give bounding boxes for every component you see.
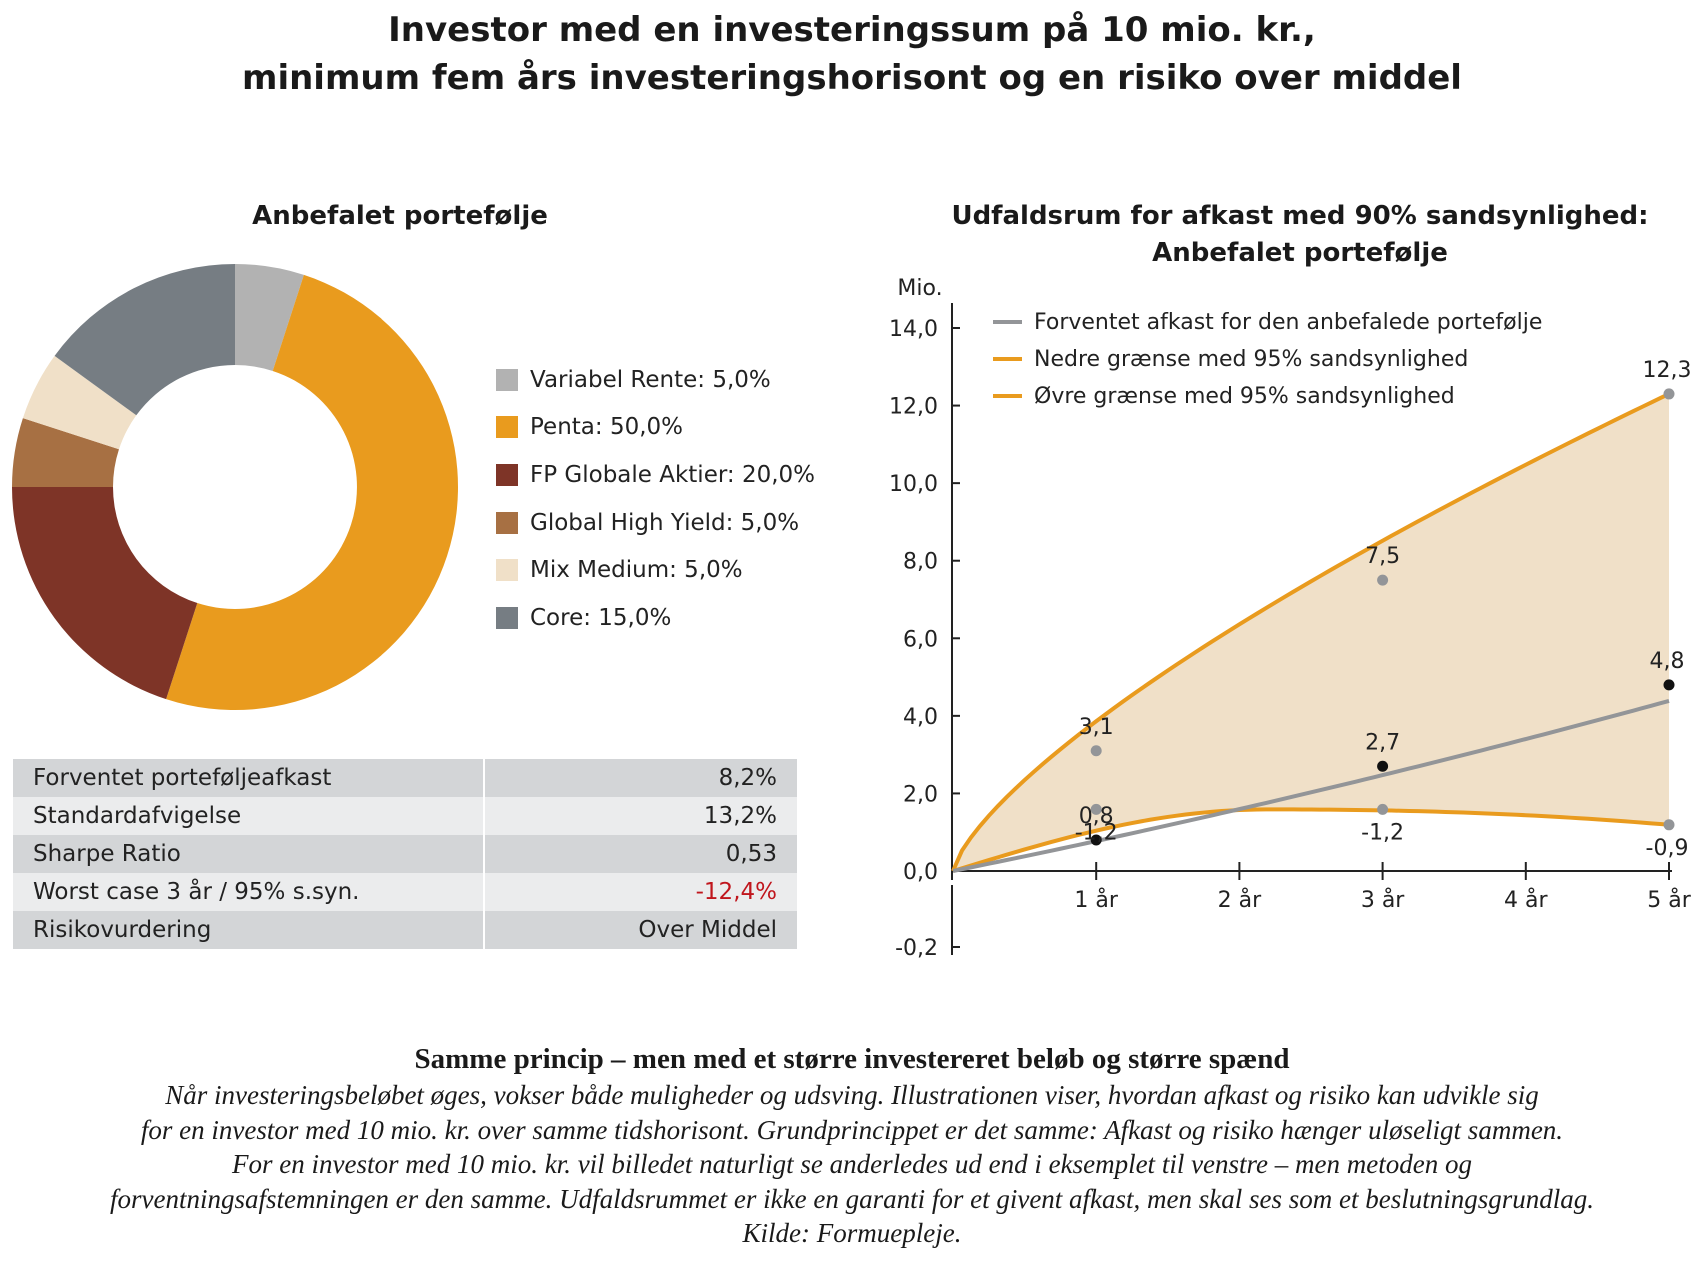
expected-return-point — [1090, 834, 1102, 846]
legend-swatch — [496, 463, 518, 486]
stat-label: Standardafvigelse — [13, 797, 485, 835]
legend-label: Core: 15,0% — [530, 604, 672, 631]
lower-bound-point — [1663, 819, 1675, 831]
footer-source: Kilde: Formuepleje. — [742, 1218, 962, 1248]
expected-return-label: 4,8 — [1650, 649, 1685, 674]
lower-bound-point — [1377, 803, 1389, 815]
legend-swatch — [496, 606, 518, 629]
lower-bound-label: -1,2 — [1075, 820, 1118, 845]
lower-bound-line — [952, 807, 1670, 873]
donut-slice-fp-globale-aktier — [12, 487, 198, 700]
stat-value: Over Middel — [484, 911, 797, 949]
x-tick-label: 4 år — [1504, 887, 1548, 913]
stat-value: -12,4% — [484, 873, 797, 911]
main-title-line-1: Investor med en investeringssum på 10 mi… — [388, 10, 1316, 50]
upper-bound-label: 7,5 — [1365, 544, 1400, 569]
upper-bound-point — [1090, 745, 1102, 757]
legend-item-penta: Penta: 50,0% — [496, 404, 815, 452]
x-tick-label: 1 år — [1074, 887, 1118, 913]
area-chart: 14,0 12,0 10,0 8,0 6,0 4,0 2,0 0,0 -0,2 Mio. 1 år 2… — [889, 276, 1692, 961]
x-tick-label: 5 år — [1647, 887, 1691, 913]
donut-chart-title: Anbefalet portefølje — [252, 201, 548, 231]
donut-slice-variabel-rente — [235, 264, 304, 371]
stat-label: Worst case 3 år / 95% s.syn. — [13, 873, 485, 911]
table-row: Forventet porteføljeafkast 8,2% — [13, 759, 797, 797]
donut-legend: Variabel Rente: 5,0% Penta: 50,0% FP Glo… — [496, 356, 815, 642]
line-chart-title-line-1: Udfaldsrum for afkast med 90% sandsynlig… — [951, 201, 1649, 231]
confidence-band — [953, 393, 1669, 871]
footer-title: Samme princip – men med et større invest… — [414, 1043, 1290, 1075]
legend-item-core: Core: 15,0% — [496, 594, 815, 642]
y-tick-label: 12,0 — [889, 395, 938, 420]
line-chart-title: Udfaldsrum for afkast med 90% sandsynlig… — [930, 198, 1670, 272]
line-chart-title-line-2: Anbefalet portefølje — [1152, 238, 1448, 268]
expected-return-label: 2,7 — [1365, 730, 1400, 755]
lower-bound-label: -0,9 — [1646, 836, 1689, 861]
expected-return-label: 0,8 — [1079, 804, 1114, 829]
upper-bound-point — [1377, 574, 1389, 586]
x-tick-label: 3 år — [1361, 887, 1405, 913]
y-tick-label: 14,0 — [889, 317, 938, 342]
upper-bound-label: 3,1 — [1079, 715, 1114, 740]
y-axis-label: Mio. — [897, 276, 942, 301]
x-tick-label: 2 år — [1218, 887, 1262, 913]
y-tick-label: 10,0 — [889, 472, 938, 497]
donut-slice-penta — [166, 274, 459, 710]
legend-item-mix-medium: Mix Medium: 5,0% — [496, 546, 815, 594]
footer-line: forventningsafstemningen er den samme. U… — [109, 1183, 1595, 1214]
stat-label: Sharpe Ratio — [13, 835, 485, 873]
legend-label: Øvre grænse med 95% sandsynlighed — [1034, 384, 1455, 409]
legend-swatch — [496, 511, 518, 534]
legend-item-variabel-rente: Variabel Rente: 5,0% — [496, 356, 815, 404]
footer-line: for en investor med 10 mio. kr. over sam… — [140, 1114, 1564, 1145]
legend-item-global-high-yield: Global High Yield: 5,0% — [496, 499, 815, 547]
legend-swatch — [496, 368, 518, 391]
legend-label: Variabel Rente: 5,0% — [530, 366, 771, 393]
upper-bound-line — [951, 392, 1670, 872]
y-tick-label: 0,0 — [903, 860, 938, 885]
stat-value: 0,53 — [484, 835, 797, 873]
donut-slice-core — [54, 264, 236, 416]
y-tick-label: 4,0 — [903, 705, 938, 730]
legend-label: Global High Yield: 5,0% — [530, 509, 800, 536]
footer-line: Når investeringsbeløbet øges, vokser båd… — [165, 1080, 1539, 1110]
table-row: Risikovurdering Over Middel — [13, 911, 797, 949]
stat-value: 13,2% — [484, 797, 797, 835]
footer-line: For en investor med 10 mio. kr. vil bill… — [232, 1149, 1472, 1179]
stats-table: Forventet porteføljeafkast 8,2% Standard… — [13, 759, 797, 949]
table-row: Standardafvigelse 13,2% — [13, 797, 797, 835]
donut-chart — [12, 264, 459, 710]
table-row: Sharpe Ratio 0,53 — [13, 835, 797, 873]
lower-bound-point — [1090, 803, 1102, 815]
main-title: Investor med en investeringssum på 10 mi… — [0, 6, 1704, 102]
legend-swatch — [496, 416, 518, 439]
stat-label: Risikovurdering — [13, 911, 485, 949]
legend-label: Nedre grænse med 95% sandsynlighed — [1034, 347, 1468, 372]
expected-return-point — [1377, 760, 1389, 772]
footer-text: Samme princip – men med et større invest… — [0, 1040, 1704, 1251]
donut-slice-global-high-yield — [12, 418, 119, 487]
stat-value: 8,2% — [484, 759, 797, 797]
donut-slice-mix-medium — [22, 355, 137, 450]
expected-return-line — [952, 698, 1670, 873]
upper-bound-point — [1663, 388, 1675, 400]
legend-label: Forventet afkast for den anbefalede port… — [1034, 310, 1542, 335]
y-tick-label: 2,0 — [903, 782, 938, 807]
expected-return-point — [1663, 679, 1675, 691]
legend-label: FP Globale Aktier: 20,0% — [530, 461, 816, 488]
legend-item-fp-globale-aktier: FP Globale Aktier: 20,0% — [496, 451, 815, 499]
main-title-line-2: minimum fem års investeringshorisont og … — [242, 58, 1462, 98]
lower-bound-label: -1,2 — [1361, 820, 1404, 845]
y-tick-label: 8,0 — [903, 550, 938, 575]
legend-label: Penta: 50,0% — [530, 414, 684, 441]
upper-bound-label: 12,3 — [1643, 358, 1692, 383]
legend-label: Mix Medium: 5,0% — [530, 557, 743, 584]
stat-label: Forventet porteføljeafkast — [13, 759, 485, 797]
legend-swatch — [496, 559, 518, 582]
table-row: Worst case 3 år / 95% s.syn. -12,4% — [13, 873, 797, 911]
y-tick-label: -0,2 — [895, 936, 938, 961]
y-tick-label: 6,0 — [903, 627, 938, 652]
